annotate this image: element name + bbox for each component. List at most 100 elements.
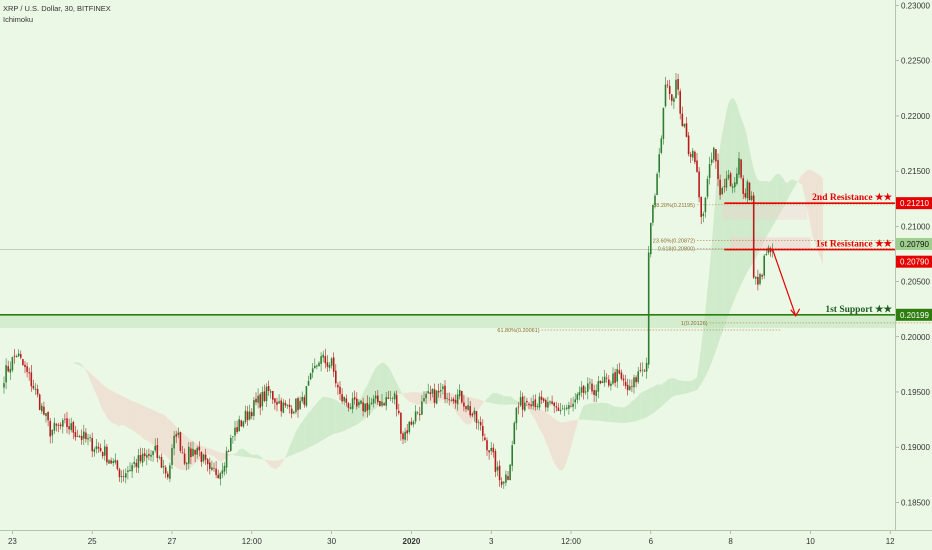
candle-body [137, 455, 140, 468]
cloud-segment [575, 419, 578, 432]
cloud-segment [621, 407, 624, 424]
candle-body [320, 356, 322, 364]
candle-body [721, 188, 723, 195]
candle-body [278, 401, 280, 404]
time-tick-label: 27 [168, 537, 177, 546]
candle-body [68, 426, 70, 430]
candle-body [339, 386, 341, 394]
cloud-segment [428, 392, 431, 404]
cloud-segment [85, 369, 88, 375]
cloud-segment [617, 406, 620, 423]
cloud-segment [241, 448, 244, 457]
cloud-segment [140, 404, 143, 438]
candle-body [257, 395, 259, 403]
price-tick-label: 0.22000 [901, 112, 930, 121]
candle-body [563, 408, 566, 410]
price-tick-label: 0.19000 [901, 443, 930, 452]
cloud-segment [659, 384, 662, 409]
candle-body [45, 413, 47, 417]
cloud-segment [392, 374, 395, 396]
cloud-segment [697, 363, 700, 391]
cloud-segment [602, 402, 605, 422]
resistance-1-price-tag-bg [896, 255, 932, 268]
candle-body [416, 412, 419, 414]
cloud-segment [592, 402, 595, 421]
cloud-segment [293, 431, 296, 455]
cloud-segment [657, 384, 660, 411]
cloud-segment [510, 396, 513, 405]
candle-body [715, 149, 717, 162]
cloud-segment [167, 418, 170, 461]
cloud-segment [652, 385, 655, 414]
resistance-zone-2 [722, 203, 808, 220]
cloud-segment [153, 410, 156, 447]
price-axis-border [895, 0, 896, 530]
cloud-segment [650, 387, 653, 415]
candle-body [538, 396, 541, 408]
candle-body [30, 372, 33, 387]
cloud-segment [384, 363, 387, 401]
cloud-segment [638, 393, 641, 421]
cloud-segment [333, 399, 336, 434]
candle-body [568, 405, 570, 409]
indicator-label[interactable]: Ichimoku [3, 15, 34, 24]
cloud-segment [176, 426, 179, 469]
candle-body [106, 446, 108, 463]
price-tick-label: 0.21500 [901, 167, 930, 176]
candle-body [381, 401, 383, 406]
cloud-segment [476, 398, 479, 414]
cloud-segment [495, 392, 498, 405]
candle-body [727, 174, 730, 179]
candle-body [332, 357, 335, 372]
time-tick-label: 12:00 [561, 537, 582, 546]
candle-body [645, 362, 648, 372]
cloud-segment [610, 404, 613, 423]
cloud-segment [258, 454, 261, 459]
cloud-segment [67, 363, 70, 366]
candle-body [238, 419, 240, 432]
projection-arrow-shaft [772, 249, 797, 316]
candle-body [328, 364, 331, 368]
cloud-segment [661, 382, 664, 407]
cloud-segment [331, 398, 334, 435]
resistance-label: 2nd Resistance ★★ [812, 192, 892, 203]
candle-body [477, 422, 480, 424]
candle-body [83, 431, 85, 439]
support-zone-band [0, 313, 895, 328]
cloud-segment [615, 406, 618, 423]
candle-body [110, 460, 112, 464]
candle-body [272, 391, 274, 400]
candle-body [303, 397, 306, 405]
cloud-segment [130, 399, 133, 431]
candle-body [511, 445, 513, 466]
cloud-segment [409, 392, 412, 403]
candle-body [3, 383, 5, 388]
candle-body [311, 368, 314, 373]
candle-body [595, 390, 597, 396]
price-axis: 0.23000 0.22500 0.22000 0.21500 0.21000 0.205… [895, 2, 930, 507]
cloud-segment [709, 244, 712, 368]
candle-body [196, 447, 198, 455]
cloud-segment [64, 365, 67, 368]
candle-body [206, 459, 209, 465]
cloud-segment [814, 171, 817, 248]
candle-body [521, 396, 524, 410]
candle-body [729, 173, 732, 187]
cloud-segment [636, 395, 639, 422]
candle-body [400, 412, 402, 434]
candle-body [26, 366, 28, 372]
cloud-segment [596, 403, 599, 421]
candle-body [227, 451, 230, 452]
cloud-segment [802, 172, 805, 194]
cloud-segment [678, 380, 681, 395]
candle-body [263, 391, 266, 401]
candle-body [536, 406, 539, 408]
cloud-segment [571, 420, 574, 447]
cloud-segment [327, 397, 330, 438]
candle-body [618, 370, 621, 374]
resistance-label: 1st Resistance ★★ [816, 239, 893, 250]
candle-body [454, 399, 457, 404]
cloud-segment [310, 407, 313, 447]
